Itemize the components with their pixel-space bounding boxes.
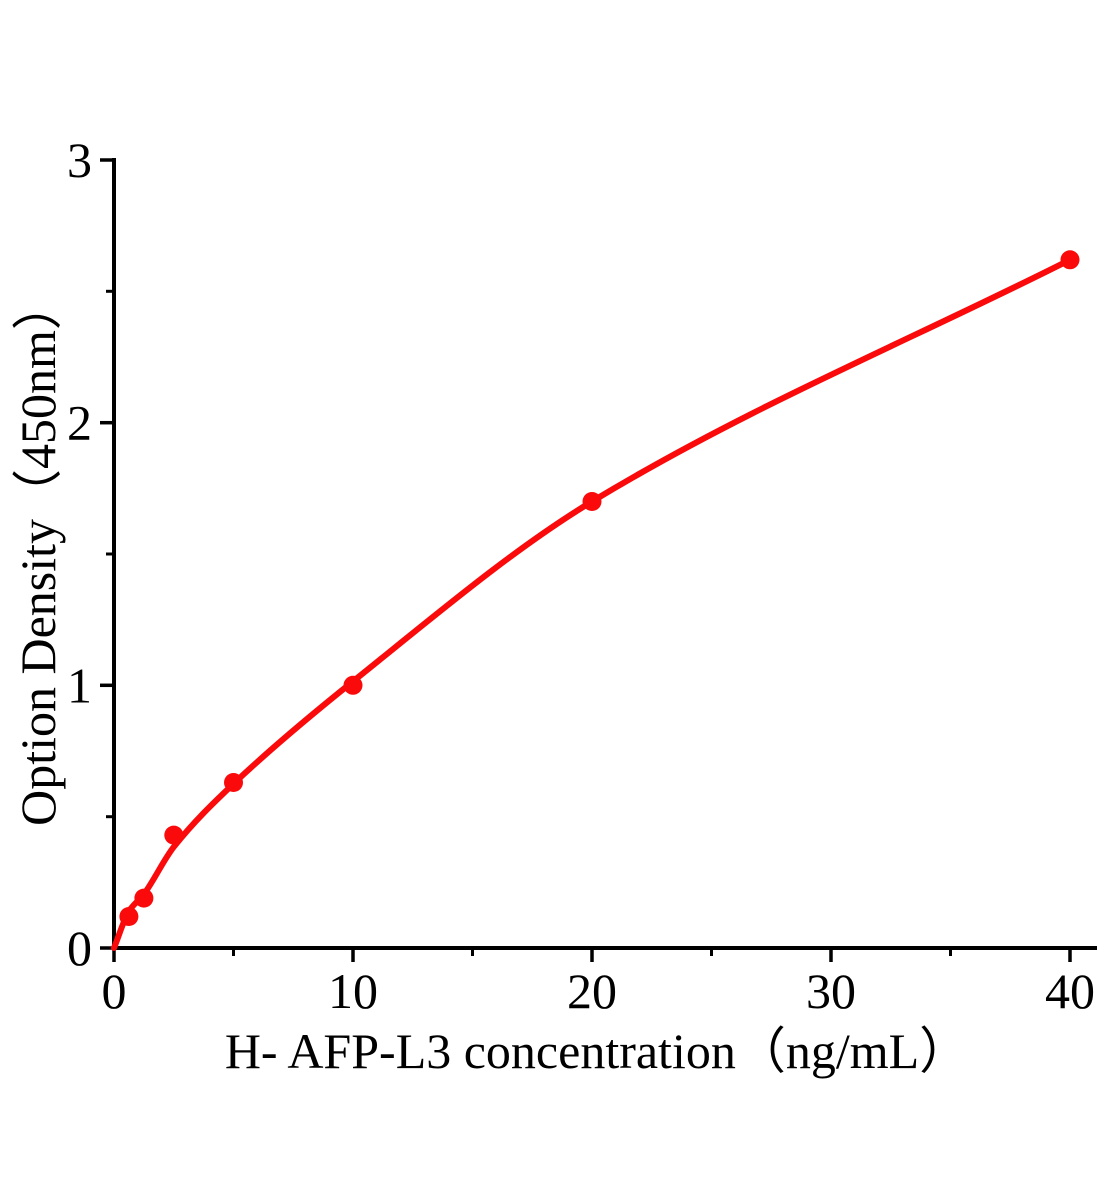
data-point (164, 825, 184, 845)
y-axis-tick-label: 0 (67, 920, 92, 976)
fit-curve (111, 256, 1073, 951)
x-axis-tick-label: 40 (1045, 963, 1095, 1019)
y-axis-tick-label: 1 (67, 657, 92, 713)
data-point (343, 675, 363, 695)
data-point (134, 888, 154, 908)
axes-frame (112, 158, 1097, 950)
data-point (1060, 250, 1080, 270)
x-axis-tick-label: 20 (567, 963, 617, 1019)
x-axis-tick-label: 10 (328, 963, 378, 1019)
x-axis-title: H- AFP-L3 concentration（ng/mL） (225, 1023, 969, 1079)
y-axis-title: Option Density（450nm） (10, 280, 66, 826)
y-axis-tick-label: 2 (67, 395, 92, 451)
x-axis-tick-label: 30 (806, 963, 856, 1019)
x-axis-tick-label: 0 (102, 963, 127, 1019)
data-point (119, 907, 139, 926)
y-axis-tick-label: 3 (67, 132, 92, 188)
series-layer (111, 250, 1080, 951)
data-point (582, 492, 602, 511)
data-point (224, 773, 243, 792)
ticks-layer: 0 10 20 30 40 0 1 2 3 (67, 132, 1095, 1019)
